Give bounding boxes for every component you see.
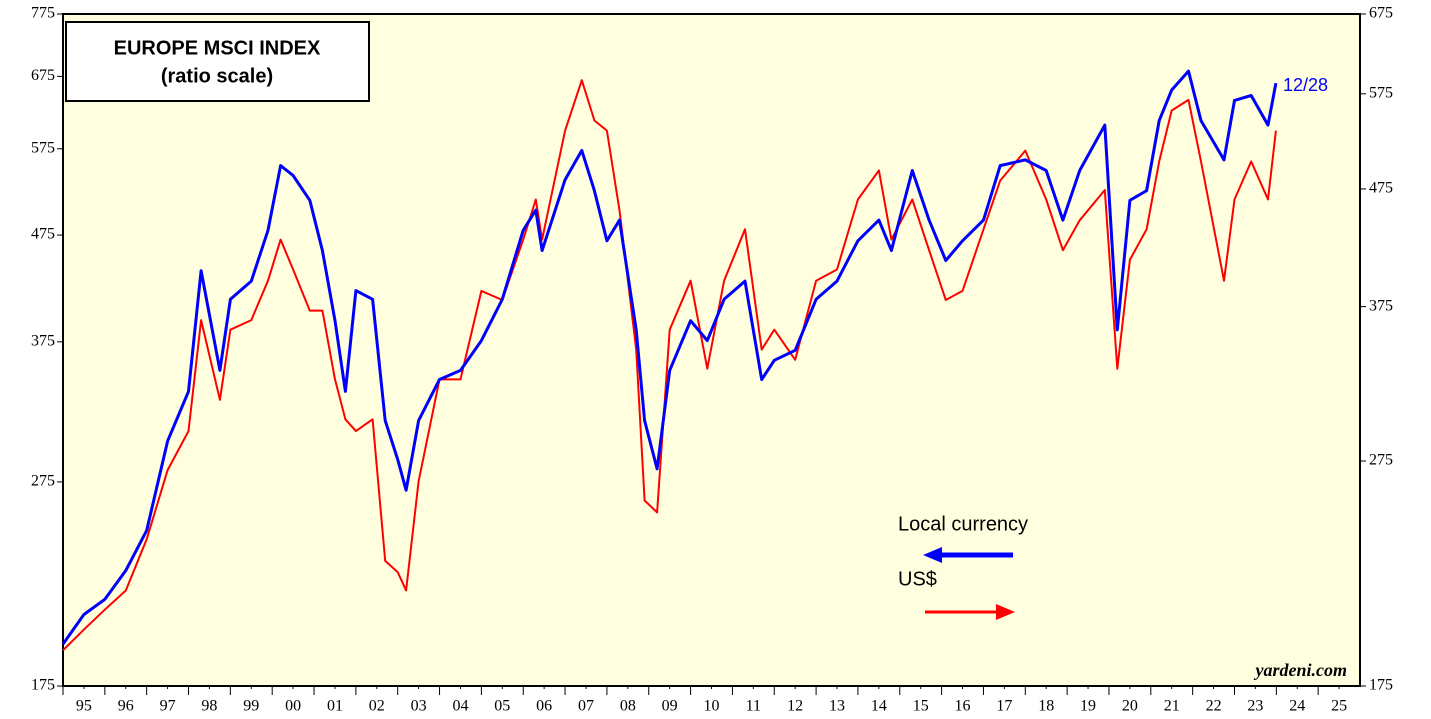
- y2-tick-label: 675: [1369, 5, 1393, 22]
- x-tick-label: 17: [996, 698, 1012, 715]
- y-tick-label: 675: [31, 67, 55, 84]
- x-tick-label: 20: [1122, 698, 1138, 715]
- x-tick-label: 14: [871, 698, 887, 715]
- x-tick-label: 02: [369, 698, 385, 715]
- x-tick-label: 97: [160, 698, 176, 715]
- x-tick-label: 95: [76, 698, 92, 715]
- x-tick-label: 98: [201, 698, 217, 715]
- x-tick-label: 11: [746, 698, 761, 715]
- x-tick-label: 08: [620, 698, 636, 715]
- legend-arrowhead: [996, 604, 1015, 620]
- x-tick-label: 13: [829, 698, 845, 715]
- x-tick-label: 15: [913, 698, 929, 715]
- x-tick-label: 96: [118, 698, 134, 715]
- y-tick-label: 575: [31, 139, 55, 156]
- source: yardeni.com: [1254, 660, 1348, 680]
- x-tick-label: 23: [1247, 698, 1263, 715]
- legend-arrowhead: [923, 547, 942, 563]
- x-tick-label: 21: [1164, 698, 1180, 715]
- end-date: 12/28: [1283, 75, 1328, 95]
- x-tick-label: 24: [1289, 698, 1305, 715]
- y2-tick-label: 375: [1369, 297, 1393, 314]
- y-tick-label: 375: [31, 332, 55, 349]
- legend-label: US$: [898, 568, 937, 590]
- x-tick-label: 05: [494, 698, 510, 715]
- x-tick-label: 06: [536, 698, 552, 715]
- x-tick-label: 03: [411, 698, 427, 715]
- x-tick-label: 09: [662, 698, 678, 715]
- x-tick-label: 00: [285, 698, 301, 715]
- series-line: [61, 69, 1278, 645]
- x-tick-label: 10: [704, 698, 720, 715]
- x-tick-label: 18: [1038, 698, 1054, 715]
- y2-tick-label: 175: [1369, 677, 1393, 694]
- x-tick-label: 04: [452, 698, 468, 715]
- y2-tick-label: 575: [1369, 84, 1393, 101]
- y-tick-label: 775: [31, 5, 55, 22]
- y-tick-label: 275: [31, 473, 55, 490]
- series-line: [62, 79, 1277, 652]
- title-box: [65, 21, 370, 102]
- y-tick-label: 175: [31, 677, 55, 694]
- chart-subtitle: (ratio scale): [161, 65, 273, 87]
- x-tick-label: 25: [1331, 698, 1347, 715]
- chart-title: EUROPE MSCI INDEX: [114, 37, 321, 59]
- y2-tick-label: 475: [1369, 180, 1393, 197]
- x-tick-label: 16: [955, 698, 971, 715]
- x-tick-label: 19: [1080, 698, 1096, 715]
- x-tick-label: 01: [327, 698, 343, 715]
- x-tick-label: 07: [578, 698, 594, 715]
- y2-tick-label: 275: [1369, 452, 1393, 469]
- y-tick-label: 475: [31, 226, 55, 243]
- legend-label: Local currency: [898, 513, 1028, 535]
- x-tick-label: 22: [1206, 698, 1222, 715]
- x-tick-label: 99: [243, 698, 259, 715]
- x-tick-label: 12: [787, 698, 803, 715]
